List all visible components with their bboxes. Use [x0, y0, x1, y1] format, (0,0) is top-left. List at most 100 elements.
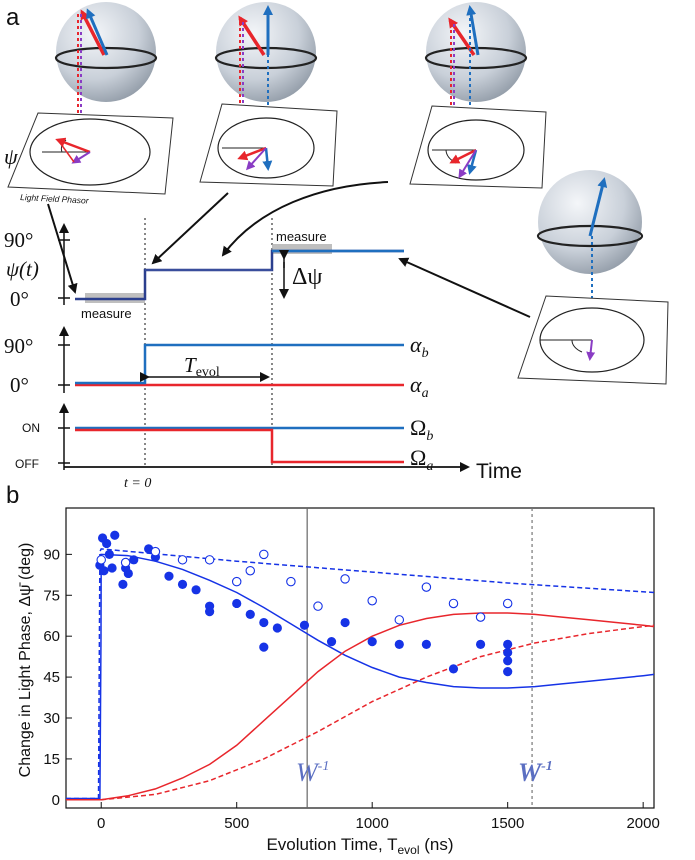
- bloch-sphere-1: [54, 2, 158, 102]
- filled-point-32: [503, 647, 513, 658]
- psi-tick-90: 90°: [4, 228, 33, 252]
- open-point-6: [245, 565, 256, 576]
- y-tick-label-0: 0: [52, 792, 60, 809]
- filled-point-33: [503, 656, 513, 666]
- phasor-caption: Light Field Phasor: [20, 192, 90, 206]
- filled-point-9: [123, 568, 133, 579]
- time-axis-label: Time: [476, 460, 522, 483]
- open-point-5: [231, 576, 242, 587]
- filled-point-34: [503, 667, 513, 677]
- filled-point-15: [191, 585, 201, 595]
- delta-psi-label: Δψ: [292, 264, 322, 290]
- filled-point-5: [107, 563, 117, 573]
- alpha-b-label: αb: [410, 332, 429, 361]
- bloch-sphere-2: [214, 2, 318, 102]
- curve-3: [66, 548, 655, 800]
- psi-tick-0: 0°: [10, 287, 29, 311]
- y-tick-label-4: 60: [43, 628, 60, 645]
- x-axis-title: Evolution Time, Tevol (ns): [266, 835, 453, 857]
- panel-a-label: a: [6, 4, 20, 31]
- open-point-15: [475, 612, 486, 622]
- axis-ticks: 0 500 1000 1500 2000 0 15 30 45 60 75 90: [43, 546, 660, 832]
- omega-tick-on: ON: [22, 421, 40, 435]
- filled-point-30: [475, 639, 486, 649]
- x-tick-label-0: 0: [97, 815, 105, 832]
- filled-point-7: [118, 579, 128, 589]
- phasor-plane-4: [517, 295, 669, 385]
- pointer-arrow-4: [398, 257, 531, 318]
- filled-point-27: [394, 639, 404, 649]
- measure-label-2: measure: [276, 229, 327, 244]
- filled-point-20: [259, 617, 269, 628]
- tevol-label: Tevol: [184, 353, 220, 380]
- filled-point-18: [232, 598, 242, 609]
- y-tick-label-6: 90: [43, 546, 60, 563]
- phasor-plane-1: [7, 112, 174, 195]
- omega-tick-off: OFF: [15, 457, 39, 471]
- w-inverse-label-1: W-1: [296, 758, 329, 787]
- filled-point-3: [102, 538, 112, 549]
- open-point-9: [313, 601, 323, 611]
- open-point-4: [204, 555, 215, 565]
- filled-point-10: [129, 555, 139, 565]
- y-tick-label-3: 45: [43, 669, 60, 686]
- open-point-11: [367, 595, 377, 606]
- curve-4: [66, 612, 655, 801]
- psi-axis-label: ψ(t): [6, 257, 39, 281]
- open-point-10: [340, 574, 350, 584]
- reference-lines: [306, 508, 533, 808]
- omega-b-label: Ωb: [410, 415, 433, 444]
- x-tick-label-1: 500: [224, 815, 249, 832]
- filled-point-31: [503, 639, 513, 649]
- filled-point-26: [367, 637, 377, 647]
- psi-timeline: [58, 223, 404, 305]
- psi-symbol: ψ: [4, 144, 18, 169]
- w-inverse-label-2: W-1: [518, 758, 553, 787]
- y-tick-label-5: 75: [43, 587, 60, 604]
- alpha-tick-0: 0°: [10, 373, 29, 397]
- y-tick-label-2: 30: [43, 710, 60, 727]
- open-point-1: [120, 557, 131, 568]
- x-tick-label-4: 2000: [626, 815, 659, 832]
- plot-frame: [65, 507, 655, 809]
- filled-point-24: [326, 637, 337, 647]
- filled-point-23: [299, 620, 310, 630]
- y-axis-title: Change in Light Phase, Δψ̄ (deg): [17, 543, 34, 778]
- x-tick-label-3: 1500: [491, 815, 524, 832]
- curve-5: [101, 624, 655, 801]
- alpha-timeline: [58, 326, 404, 393]
- filled-point-28: [421, 639, 431, 649]
- pointer-arrow-1: [47, 203, 78, 294]
- omega-a-label: Ωa: [410, 445, 433, 474]
- filled-point-22: [272, 623, 282, 633]
- filled-point-17: [205, 607, 215, 617]
- open-point-16: [502, 598, 513, 609]
- y-tick-label-1: 15: [43, 751, 60, 768]
- open-point-2: [150, 546, 161, 557]
- curve-2: [66, 553, 655, 800]
- x-tick-label-2: 1000: [356, 815, 389, 832]
- filled-point-29: [448, 664, 459, 674]
- omega-timeline: [58, 403, 470, 472]
- pointer-arrow-2: [151, 192, 229, 265]
- open-point-0: [96, 555, 106, 565]
- pointer-arrow-3: [221, 181, 389, 257]
- open-point-13: [421, 582, 432, 592]
- filled-point-25: [340, 617, 350, 628]
- bloch-sphere-3: [424, 2, 528, 102]
- measure-label-1: measure: [81, 306, 132, 321]
- open-point-14: [448, 598, 459, 609]
- filled-point-2: [99, 566, 109, 576]
- bloch-sphere-4: [536, 170, 644, 274]
- phasor-plane-2: [199, 103, 338, 187]
- alpha-tick-90: 90°: [4, 334, 33, 358]
- filled-point-21: [259, 642, 269, 652]
- filled-point-14: [177, 579, 188, 589]
- alpha-a-label: αa: [410, 372, 429, 401]
- open-point-8: [286, 576, 296, 587]
- t0-label: t = 0: [124, 476, 151, 491]
- filled-point-19: [245, 609, 255, 619]
- open-point-12: [394, 615, 405, 625]
- open-point-7: [259, 549, 269, 560]
